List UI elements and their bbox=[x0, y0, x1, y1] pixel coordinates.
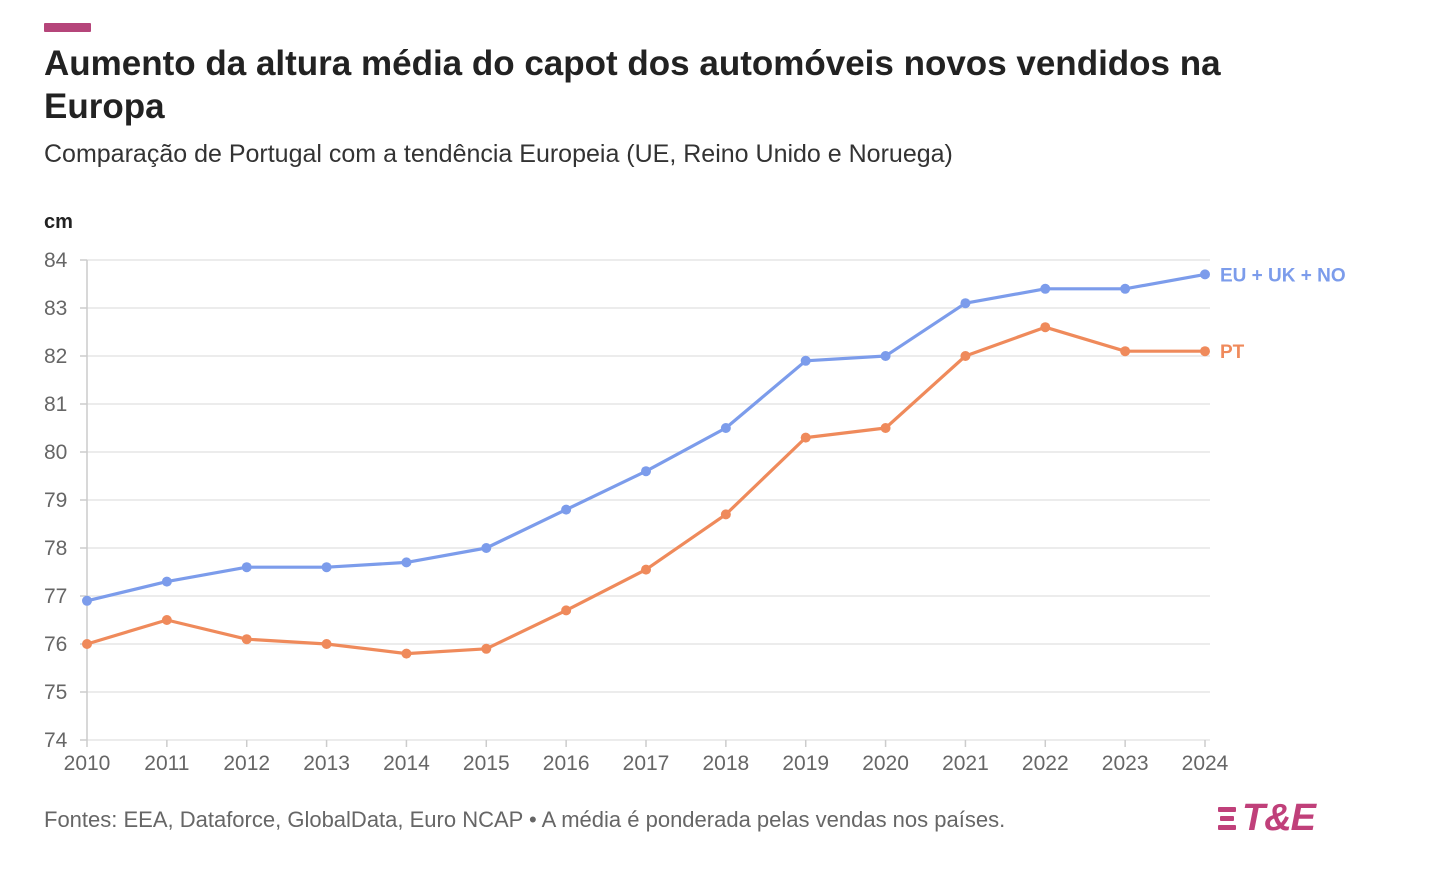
data-point-pt bbox=[561, 605, 572, 616]
data-point-pt bbox=[800, 432, 811, 443]
data-point-eu bbox=[641, 466, 651, 477]
y-tick-label: 78 bbox=[44, 537, 67, 560]
y-tick-label: 77 bbox=[44, 585, 67, 608]
x-tick-label: 2020 bbox=[862, 752, 909, 775]
x-tick-label: 2022 bbox=[1022, 752, 1069, 775]
x-tick-label: 2011 bbox=[144, 752, 189, 775]
x-tick-label: 2014 bbox=[383, 752, 430, 775]
data-point-eu bbox=[1200, 269, 1210, 280]
data-point-eu bbox=[1040, 283, 1051, 294]
data-point-eu bbox=[561, 504, 572, 515]
data-point-eu bbox=[401, 557, 412, 568]
line-chart: cm 74 75 76 77 78 79 80 81 82 83 84 2010 2011 2012 2013… bbox=[44, 211, 1346, 775]
x-tick-label: 2018 bbox=[702, 752, 749, 775]
x-tick-label: 2019 bbox=[782, 752, 829, 775]
data-point-eu bbox=[481, 543, 492, 553]
data-point-eu bbox=[880, 351, 891, 361]
data-point-pt bbox=[161, 615, 172, 625]
data-point-eu bbox=[960, 298, 971, 309]
data-point-pt bbox=[960, 351, 971, 361]
x-tick-label: 2024 bbox=[1182, 752, 1229, 775]
accent-bar bbox=[44, 23, 91, 32]
te-logo: T&E bbox=[1218, 796, 1316, 840]
logo-text: T&E bbox=[1242, 797, 1316, 839]
x-tick-label: 2017 bbox=[623, 752, 670, 775]
x-tick-label: 2010 bbox=[64, 752, 111, 775]
y-tick-label: 82 bbox=[44, 345, 67, 368]
x-tick-label: 2012 bbox=[223, 752, 270, 775]
data-point-pt bbox=[1040, 322, 1051, 333]
y-tick-label: 74 bbox=[44, 729, 68, 752]
data-point-eu bbox=[161, 576, 172, 587]
series-label-pt: PT bbox=[1220, 342, 1245, 363]
y-tick-label: 83 bbox=[44, 297, 67, 320]
data-point-pt bbox=[641, 564, 651, 575]
y-tick-label: 81 bbox=[44, 393, 67, 416]
chart-area: cm 74 75 76 77 78 79 80 81 82 83 84 2010 2011 2012 2013… bbox=[0, 200, 1448, 790]
series-line-eu bbox=[85, 272, 1207, 603]
x-tick-label: 2016 bbox=[543, 752, 590, 775]
y-axis-unit-label: cm bbox=[44, 211, 73, 233]
data-point-eu bbox=[321, 562, 332, 573]
y-tick-label: 80 bbox=[44, 441, 67, 464]
data-point-eu bbox=[800, 355, 811, 366]
chart-title: Aumento da altura média do capot dos aut… bbox=[44, 44, 1221, 126]
chart-subtitle: Comparação de Portugal com a tendência E… bbox=[44, 140, 953, 168]
x-tick-label: 2015 bbox=[463, 752, 510, 775]
data-point-pt bbox=[321, 639, 332, 649]
y-tick-label: 79 bbox=[44, 489, 67, 512]
data-point-eu bbox=[720, 423, 731, 433]
data-point-pt bbox=[481, 643, 492, 654]
x-tick-label: 2013 bbox=[303, 752, 350, 775]
data-point-pt bbox=[401, 648, 412, 659]
data-point-pt bbox=[241, 634, 252, 645]
data-point-eu bbox=[241, 562, 252, 573]
series-label-eu: EU + UK + NO bbox=[1220, 265, 1346, 286]
sources-note: Fontes: EEA, Dataforce, GlobalData, Euro… bbox=[44, 807, 1006, 832]
x-tick-label: 2023 bbox=[1102, 752, 1149, 775]
logo-lines-icon bbox=[1218, 806, 1236, 830]
y-tick-label: 76 bbox=[44, 633, 67, 656]
y-tick-label: 75 bbox=[44, 681, 67, 704]
data-point-eu bbox=[82, 595, 92, 606]
data-point-pt bbox=[1200, 346, 1210, 357]
data-point-eu bbox=[1120, 283, 1131, 294]
x-tick-label: 2021 bbox=[942, 752, 989, 775]
series-line-pt bbox=[85, 325, 1207, 656]
data-point-pt bbox=[720, 509, 731, 520]
data-point-pt bbox=[82, 639, 92, 649]
y-tick-label: 84 bbox=[44, 249, 68, 272]
data-point-pt bbox=[1120, 346, 1131, 357]
data-point-pt bbox=[880, 423, 891, 433]
